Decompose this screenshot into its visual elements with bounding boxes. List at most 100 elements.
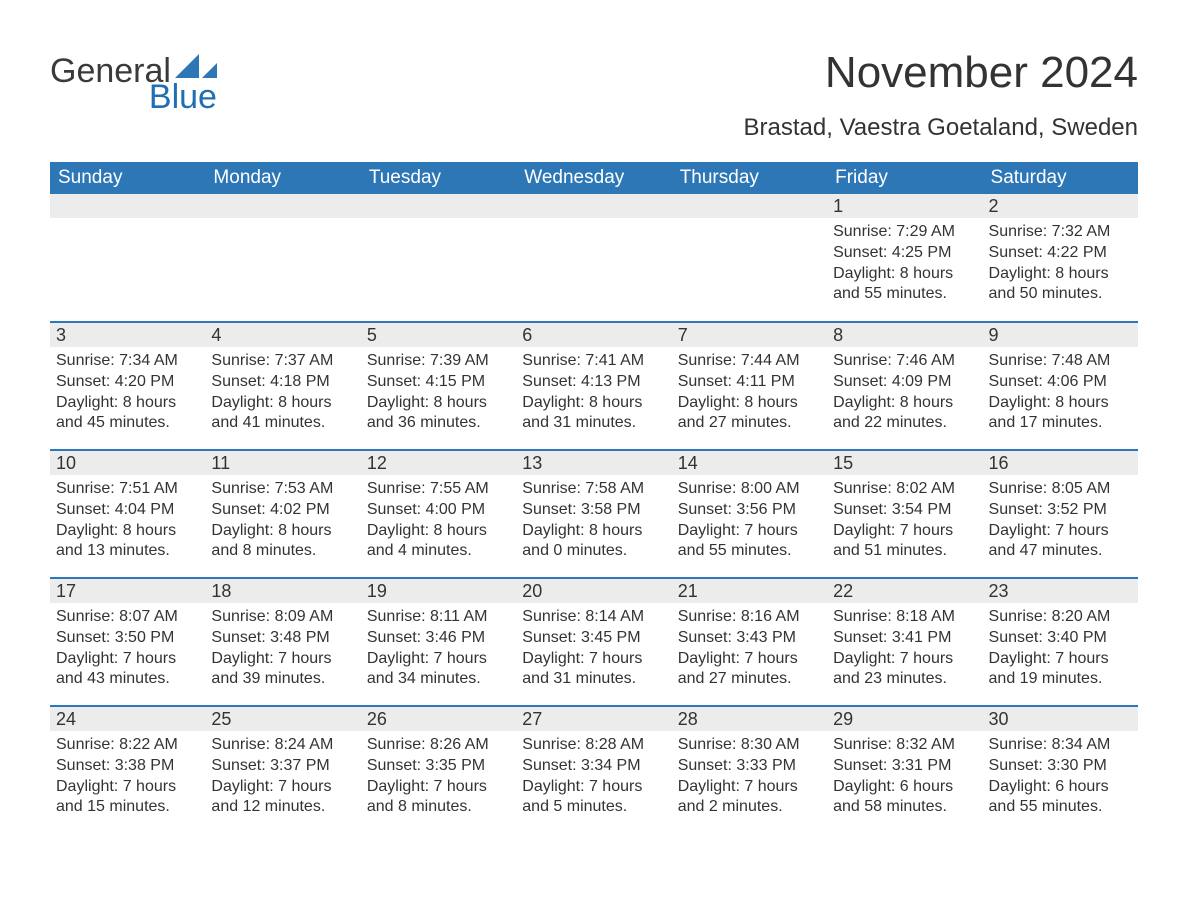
day-details: Sunrise: 8:32 AMSunset: 3:31 PMDaylight:…: [827, 731, 982, 818]
day-details: Sunrise: 7:32 AMSunset: 4:22 PMDaylight:…: [983, 218, 1138, 305]
sunset-line: Sunset: 3:30 PM: [989, 756, 1132, 777]
day-number: 23: [983, 579, 1138, 603]
day-details: Sunrise: 7:48 AMSunset: 4:06 PMDaylight:…: [983, 347, 1138, 434]
calendar-cell: 16Sunrise: 8:05 AMSunset: 3:52 PMDayligh…: [983, 450, 1138, 578]
day-number: 14: [672, 451, 827, 475]
daylight-line: Daylight: 8 hours and 8 minutes.: [211, 521, 354, 563]
calendar-cell: 21Sunrise: 8:16 AMSunset: 3:43 PMDayligh…: [672, 578, 827, 706]
daylight-line: Daylight: 8 hours and 41 minutes.: [211, 393, 354, 435]
calendar-cell: [361, 194, 516, 322]
calendar-cell: 13Sunrise: 7:58 AMSunset: 3:58 PMDayligh…: [516, 450, 671, 578]
calendar-cell: 18Sunrise: 8:09 AMSunset: 3:48 PMDayligh…: [205, 578, 360, 706]
day-details: Sunrise: 8:20 AMSunset: 3:40 PMDaylight:…: [983, 603, 1138, 690]
sunset-line: Sunset: 4:22 PM: [989, 243, 1132, 264]
sunrise-line: Sunrise: 8:34 AM: [989, 735, 1132, 756]
sunset-line: Sunset: 4:11 PM: [678, 372, 821, 393]
day-number: 18: [205, 579, 360, 603]
daylight-line: Daylight: 7 hours and 27 minutes.: [678, 649, 821, 691]
daylight-line: Daylight: 8 hours and 0 minutes.: [522, 521, 665, 563]
day-number: 5: [361, 323, 516, 347]
day-details: Sunrise: 7:37 AMSunset: 4:18 PMDaylight:…: [205, 347, 360, 434]
sunrise-line: Sunrise: 7:29 AM: [833, 222, 976, 243]
day-number: 7: [672, 323, 827, 347]
daylight-line: Daylight: 7 hours and 55 minutes.: [678, 521, 821, 563]
sunset-line: Sunset: 3:31 PM: [833, 756, 976, 777]
day-details: Sunrise: 8:26 AMSunset: 3:35 PMDaylight:…: [361, 731, 516, 818]
sunset-line: Sunset: 4:18 PM: [211, 372, 354, 393]
day-number: 30: [983, 707, 1138, 731]
day-number: 26: [361, 707, 516, 731]
sunset-line: Sunset: 3:35 PM: [367, 756, 510, 777]
sunrise-line: Sunrise: 7:58 AM: [522, 479, 665, 500]
calendar-cell: 29Sunrise: 8:32 AMSunset: 3:31 PMDayligh…: [827, 706, 982, 834]
calendar-cell: 15Sunrise: 8:02 AMSunset: 3:54 PMDayligh…: [827, 450, 982, 578]
calendar-cell: 24Sunrise: 8:22 AMSunset: 3:38 PMDayligh…: [50, 706, 205, 834]
daylight-line: Daylight: 8 hours and 36 minutes.: [367, 393, 510, 435]
day-details: Sunrise: 8:34 AMSunset: 3:30 PMDaylight:…: [983, 731, 1138, 818]
day-number: 22: [827, 579, 982, 603]
sunrise-line: Sunrise: 7:51 AM: [56, 479, 199, 500]
sunset-line: Sunset: 3:48 PM: [211, 628, 354, 649]
day-details: Sunrise: 8:24 AMSunset: 3:37 PMDaylight:…: [205, 731, 360, 818]
daylight-line: Daylight: 7 hours and 39 minutes.: [211, 649, 354, 691]
calendar-cell: 2Sunrise: 7:32 AMSunset: 4:22 PMDaylight…: [983, 194, 1138, 322]
day-number-bar-empty: [516, 194, 671, 218]
sunrise-line: Sunrise: 8:20 AM: [989, 607, 1132, 628]
location-subtitle: Brastad, Vaestra Goetaland, Sweden: [744, 114, 1138, 142]
day-details: Sunrise: 8:22 AMSunset: 3:38 PMDaylight:…: [50, 731, 205, 818]
day-details: Sunrise: 7:41 AMSunset: 4:13 PMDaylight:…: [516, 347, 671, 434]
day-number: 8: [827, 323, 982, 347]
daylight-line: Daylight: 8 hours and 22 minutes.: [833, 393, 976, 435]
sunset-line: Sunset: 4:25 PM: [833, 243, 976, 264]
calendar-cell: 1 Sunrise: 7:29 AMSunset: 4:25 PMDaylight…: [827, 194, 982, 322]
sunrise-line: Sunrise: 8:32 AM: [833, 735, 976, 756]
calendar-cell: 26Sunrise: 8:26 AMSunset: 3:35 PMDayligh…: [361, 706, 516, 834]
day-details: Sunrise: 8:09 AMSunset: 3:48 PMDaylight:…: [205, 603, 360, 690]
daylight-line: Daylight: 7 hours and 31 minutes.: [522, 649, 665, 691]
day-number: 25: [205, 707, 360, 731]
calendar-cell: 12Sunrise: 7:55 AMSunset: 4:00 PMDayligh…: [361, 450, 516, 578]
day-number-bar-empty: [361, 194, 516, 218]
sunset-line: Sunset: 3:54 PM: [833, 500, 976, 521]
logo-word-blue: Blue: [149, 81, 217, 113]
sunrise-line: Sunrise: 8:24 AM: [211, 735, 354, 756]
calendar-cell: 25Sunrise: 8:24 AMSunset: 3:37 PMDayligh…: [205, 706, 360, 834]
sunrise-line: Sunrise: 8:05 AM: [989, 479, 1132, 500]
daylight-line: Daylight: 7 hours and 34 minutes.: [367, 649, 510, 691]
day-details: Sunrise: 8:28 AMSunset: 3:34 PMDaylight:…: [516, 731, 671, 818]
calendar-cell: 8Sunrise: 7:46 AMSunset: 4:09 PMDaylight…: [827, 322, 982, 450]
sunrise-line: Sunrise: 7:44 AM: [678, 351, 821, 372]
daylight-line: Daylight: 6 hours and 55 minutes.: [989, 777, 1132, 819]
day-details: Sunrise: 7:34 AMSunset: 4:20 PMDaylight:…: [50, 347, 205, 434]
sunrise-line: Sunrise: 8:22 AM: [56, 735, 199, 756]
sunrise-line: Sunrise: 8:16 AM: [678, 607, 821, 628]
day-header: Saturday: [983, 162, 1138, 194]
day-details: Sunrise: 7:58 AMSunset: 3:58 PMDaylight:…: [516, 475, 671, 562]
logo-text: General Blue: [50, 54, 217, 113]
day-details: Sunrise: 8:02 AMSunset: 3:54 PMDaylight:…: [827, 475, 982, 562]
day-number-bar-empty: [50, 194, 205, 218]
daylight-line: Daylight: 7 hours and 2 minutes.: [678, 777, 821, 819]
day-number: 3: [50, 323, 205, 347]
daylight-line: Daylight: 7 hours and 12 minutes.: [211, 777, 354, 819]
day-number: 13: [516, 451, 671, 475]
daylight-line: Daylight: 8 hours and 55 minutes.: [833, 264, 976, 306]
sunrise-line: Sunrise: 7:48 AM: [989, 351, 1132, 372]
day-header: Friday: [827, 162, 982, 194]
sunrise-line: Sunrise: 7:37 AM: [211, 351, 354, 372]
day-details: Sunrise: 7:39 AMSunset: 4:15 PMDaylight:…: [361, 347, 516, 434]
day-details: Sunrise: 8:30 AMSunset: 3:33 PMDaylight:…: [672, 731, 827, 818]
day-details: Sunrise: 8:14 AMSunset: 3:45 PMDaylight:…: [516, 603, 671, 690]
day-number: 1: [827, 194, 982, 218]
sunrise-line: Sunrise: 7:53 AM: [211, 479, 354, 500]
sunset-line: Sunset: 3:41 PM: [833, 628, 976, 649]
daylight-line: Daylight: 7 hours and 23 minutes.: [833, 649, 976, 691]
sunset-line: Sunset: 3:33 PM: [678, 756, 821, 777]
day-number: 19: [361, 579, 516, 603]
sunset-line: Sunset: 3:52 PM: [989, 500, 1132, 521]
calendar-page: General Blue November 2024 Brastad, Vaes…: [0, 0, 1188, 864]
calendar-cell: 7Sunrise: 7:44 AMSunset: 4:11 PMDaylight…: [672, 322, 827, 450]
sunset-line: Sunset: 4:00 PM: [367, 500, 510, 521]
day-number: 28: [672, 707, 827, 731]
calendar-cell: 5Sunrise: 7:39 AMSunset: 4:15 PMDaylight…: [361, 322, 516, 450]
